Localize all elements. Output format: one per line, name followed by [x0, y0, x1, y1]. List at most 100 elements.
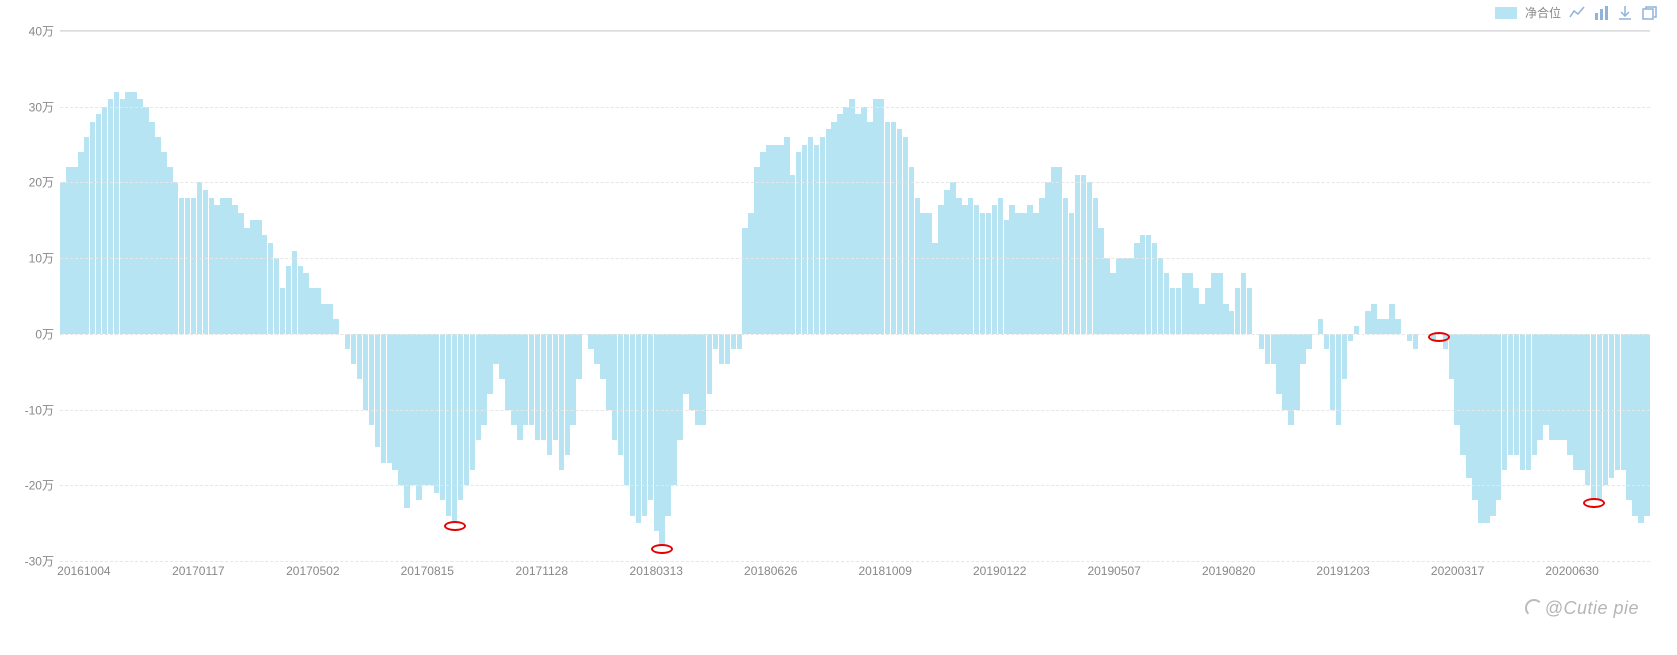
bar[interactable] — [1490, 334, 1496, 516]
bar[interactable] — [1009, 205, 1015, 334]
bar[interactable] — [695, 334, 701, 425]
bar[interactable] — [1626, 334, 1632, 501]
bar[interactable] — [962, 205, 968, 334]
bar[interactable] — [796, 152, 802, 334]
bar[interactable] — [244, 228, 250, 334]
bar[interactable] — [879, 99, 885, 334]
bar[interactable] — [209, 198, 215, 334]
bar[interactable] — [559, 334, 565, 470]
bar[interactable] — [938, 205, 944, 334]
bar[interactable] — [1259, 334, 1265, 349]
bar[interactable] — [1431, 334, 1437, 342]
bar[interactable] — [78, 152, 84, 334]
bar[interactable] — [292, 251, 298, 334]
bar[interactable] — [1199, 304, 1205, 334]
bar[interactable] — [434, 334, 440, 493]
bar[interactable] — [594, 334, 600, 364]
bar[interactable] — [1460, 334, 1466, 455]
bar[interactable] — [1514, 334, 1520, 455]
bar[interactable] — [553, 334, 559, 440]
bar[interactable] — [149, 122, 155, 334]
bar[interactable] — [665, 334, 671, 516]
bar[interactable] — [1247, 288, 1253, 333]
bar[interactable] — [191, 198, 197, 334]
bar[interactable] — [873, 99, 879, 334]
bar[interactable] — [1478, 334, 1484, 523]
bar[interactable] — [748, 213, 754, 334]
bar[interactable] — [1098, 228, 1104, 334]
bar[interactable] — [226, 198, 232, 334]
bar[interactable] — [392, 334, 398, 470]
bar[interactable] — [891, 122, 897, 334]
bar[interactable] — [826, 129, 832, 333]
bar[interactable] — [1377, 319, 1383, 334]
bar[interactable] — [262, 235, 268, 333]
bar[interactable] — [802, 145, 808, 334]
bar[interactable] — [268, 243, 274, 334]
bar[interactable] — [547, 334, 553, 455]
bar[interactable] — [719, 334, 725, 364]
bar[interactable] — [357, 334, 363, 379]
bar[interactable] — [298, 266, 304, 334]
bar[interactable] — [1537, 334, 1543, 440]
bar[interactable] — [1615, 334, 1621, 470]
bar[interactable] — [630, 334, 636, 516]
bar[interactable] — [238, 213, 244, 334]
bar[interactable] — [84, 137, 90, 334]
bar[interactable] — [375, 334, 381, 448]
bar[interactable] — [499, 334, 505, 379]
bar[interactable] — [790, 175, 796, 334]
bar[interactable] — [1229, 311, 1235, 334]
bar[interactable] — [1342, 334, 1348, 379]
bar[interactable] — [867, 122, 873, 334]
bar[interactable] — [1407, 334, 1413, 342]
bar[interactable] — [1265, 334, 1271, 364]
bar[interactable] — [1134, 243, 1140, 334]
bar[interactable] — [683, 334, 689, 395]
bar[interactable] — [120, 99, 126, 334]
bar[interactable] — [185, 198, 191, 334]
bar[interactable] — [1140, 235, 1146, 333]
bar[interactable] — [1484, 334, 1490, 523]
bar[interactable] — [760, 152, 766, 334]
bar[interactable] — [1241, 273, 1247, 334]
bar[interactable] — [1282, 334, 1288, 410]
bar[interactable] — [161, 152, 167, 334]
bar[interactable] — [980, 213, 986, 334]
bar[interactable] — [1176, 288, 1182, 333]
bar[interactable] — [387, 334, 393, 463]
bar[interactable] — [327, 304, 333, 334]
line-chart-icon[interactable] — [1569, 5, 1585, 21]
bar[interactable] — [1187, 273, 1193, 334]
bar[interactable] — [351, 334, 357, 364]
bar[interactable] — [920, 213, 926, 334]
bar[interactable] — [1324, 334, 1330, 349]
bar[interactable] — [345, 334, 351, 349]
bar[interactable] — [1526, 334, 1532, 470]
bar[interactable] — [1413, 334, 1419, 349]
bar[interactable] — [416, 334, 422, 501]
bar[interactable] — [1193, 288, 1199, 333]
bar[interactable] — [725, 334, 731, 364]
bar[interactable] — [1004, 220, 1010, 334]
bar[interactable] — [1294, 334, 1300, 410]
bar[interactable] — [1021, 213, 1027, 334]
bar[interactable] — [1217, 273, 1223, 334]
bar[interactable] — [986, 213, 992, 334]
bar[interactable] — [137, 99, 143, 334]
bar[interactable] — [1573, 334, 1579, 470]
bar[interactable] — [909, 167, 915, 334]
bar[interactable] — [1354, 326, 1360, 334]
bar[interactable] — [1567, 334, 1573, 455]
bar[interactable] — [511, 334, 517, 425]
bar[interactable] — [1223, 304, 1229, 334]
bar[interactable] — [381, 334, 387, 463]
bar[interactable] — [1520, 334, 1526, 470]
bar[interactable] — [108, 99, 114, 334]
bar[interactable] — [179, 198, 185, 334]
bar[interactable] — [1063, 198, 1069, 334]
bar[interactable] — [1158, 258, 1164, 334]
bar[interactable] — [1122, 258, 1128, 334]
bar[interactable] — [831, 122, 837, 334]
bar[interactable] — [1318, 319, 1324, 334]
